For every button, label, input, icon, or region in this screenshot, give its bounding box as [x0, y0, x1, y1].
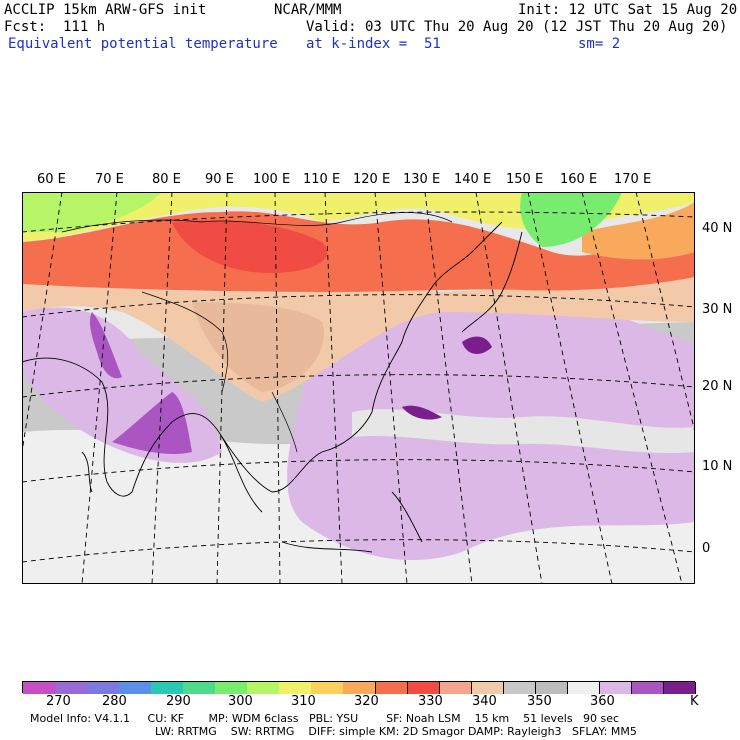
colorbar-swatch: [87, 682, 120, 694]
colorbar-tick-label: 330: [418, 694, 443, 709]
colorbar-swatch: [343, 682, 377, 694]
lon-label: 100 E: [253, 172, 291, 187]
colorbar-swatch: [407, 682, 441, 694]
colorbar-swatch: [23, 682, 56, 694]
colorbar-swatch: [183, 682, 216, 694]
level-index: at k-index = 51: [306, 36, 441, 52]
grey-band: [352, 409, 695, 454]
colorbar-swatch: [247, 682, 280, 694]
borders: [61, 212, 453, 453]
colorbar-tick-label: 270: [46, 694, 71, 709]
center-credit: NCAR/MMM: [274, 2, 342, 18]
lon-label: 150 E: [506, 172, 544, 187]
peach-belt: [22, 272, 695, 402]
colorbar-tick-label: 280: [102, 694, 127, 709]
colorbar-swatch: [503, 682, 537, 694]
lat-label: 20 N: [702, 379, 733, 394]
purple-max: [402, 405, 442, 420]
graticule: [22, 192, 695, 584]
lon-label: 160 E: [560, 172, 598, 187]
colorbar-swatch: [55, 682, 88, 694]
deep-red: [172, 220, 328, 273]
lon-label: 130 E: [403, 172, 441, 187]
lon-label: 70 E: [95, 172, 124, 187]
init-time: Init: 12 UTC Sat 15 Aug 20: [518, 2, 738, 18]
smoothing: sm= 2: [578, 36, 621, 52]
colorbar-swatch: [311, 682, 344, 694]
forecast-hour: Fcst: 111 h: [4, 19, 106, 35]
colorbar-tick-label: 360: [590, 694, 615, 709]
model-info: Model Info: V4.1.1 CU: KF MP: WDM 6class…: [30, 712, 620, 725]
colorbar-swatch: [471, 682, 505, 694]
colorbar-swatch: [567, 682, 601, 694]
lon-label: 120 E: [353, 172, 391, 187]
orange-patch: [582, 202, 695, 260]
colorbar-swatch: [535, 682, 569, 694]
purple-max: [112, 392, 192, 454]
colorbar-tick-label: 320: [354, 694, 379, 709]
colorbar-swatch: [599, 682, 633, 694]
lat-label: 40 N: [702, 221, 733, 236]
field-name: Equivalent potential temperature: [8, 36, 278, 52]
colorbar-swatch: [439, 682, 473, 694]
lat-label: 0: [702, 541, 711, 556]
theta-e-map: [22, 192, 695, 584]
purple-max: [462, 336, 492, 354]
colorbar-tick-label: 300: [228, 694, 253, 709]
colorbar-tick-label: 310: [291, 694, 316, 709]
colorbar-swatch: [375, 682, 409, 694]
lon-label: 170 E: [614, 172, 652, 187]
colorbar-swatch: [279, 682, 312, 694]
coastlines: [22, 221, 523, 553]
colorbar-unit: K: [690, 694, 699, 709]
lat-label: 10 N: [702, 459, 733, 474]
map-frame: [22, 192, 695, 584]
tan-patch: [192, 302, 324, 392]
lon-label: 110 E: [303, 172, 341, 187]
colorbar-swatch: [151, 682, 184, 694]
colorbar-swatch: [119, 682, 152, 694]
model-title: ACCLIP 15km ARW-GFS init: [4, 2, 207, 18]
colorbar-swatch: [631, 682, 665, 694]
lon-label: 140 E: [454, 172, 492, 187]
green-blob: [520, 192, 622, 247]
colorbar-tick-label: 350: [527, 694, 552, 709]
purple-max: [89, 312, 122, 379]
colorbar-swatch: [215, 682, 248, 694]
lat-label: 30 N: [702, 302, 733, 317]
physics-info: LW: RRTMG SW: RRTMG DIFF: simple KM: 2D …: [155, 725, 637, 738]
colorbar-tick-label: 340: [472, 694, 497, 709]
lon-label: 60 E: [37, 172, 66, 187]
colorbar-swatch: [663, 682, 697, 694]
lon-label: 80 E: [152, 172, 181, 187]
valid-time: Valid: 03 UTC Thu 20 Aug 20 (12 JST Thu …: [306, 19, 728, 35]
colorbar-tick-label: 290: [166, 694, 191, 709]
colorbar: [22, 681, 697, 694]
lon-label: 90 E: [205, 172, 234, 187]
